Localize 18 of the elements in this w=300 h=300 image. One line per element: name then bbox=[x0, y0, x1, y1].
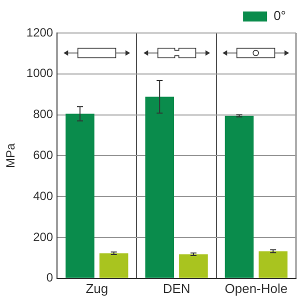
legend-label: 0° bbox=[274, 8, 286, 24]
bar bbox=[145, 96, 174, 278]
bar bbox=[179, 254, 208, 278]
x-tick-label: DEN bbox=[162, 280, 190, 296]
x-tick-label: Zug bbox=[86, 280, 108, 296]
bar bbox=[258, 251, 288, 278]
bar bbox=[66, 114, 94, 278]
y-tick-label: 0 bbox=[46, 270, 54, 285]
y-axis-title: MPa bbox=[4, 143, 18, 168]
y-tick-label: 800 bbox=[33, 107, 54, 122]
bar bbox=[99, 253, 128, 278]
y-tick-label: 1200 bbox=[26, 25, 54, 40]
y-tick-label: 600 bbox=[33, 148, 54, 162]
y-tick-label: 200 bbox=[33, 230, 54, 244]
y-tick-label: 400 bbox=[33, 188, 54, 203]
bar bbox=[224, 116, 254, 278]
x-tick-label: Open-Hole bbox=[224, 280, 288, 296]
y-tick-label: 1000 bbox=[26, 66, 54, 80]
